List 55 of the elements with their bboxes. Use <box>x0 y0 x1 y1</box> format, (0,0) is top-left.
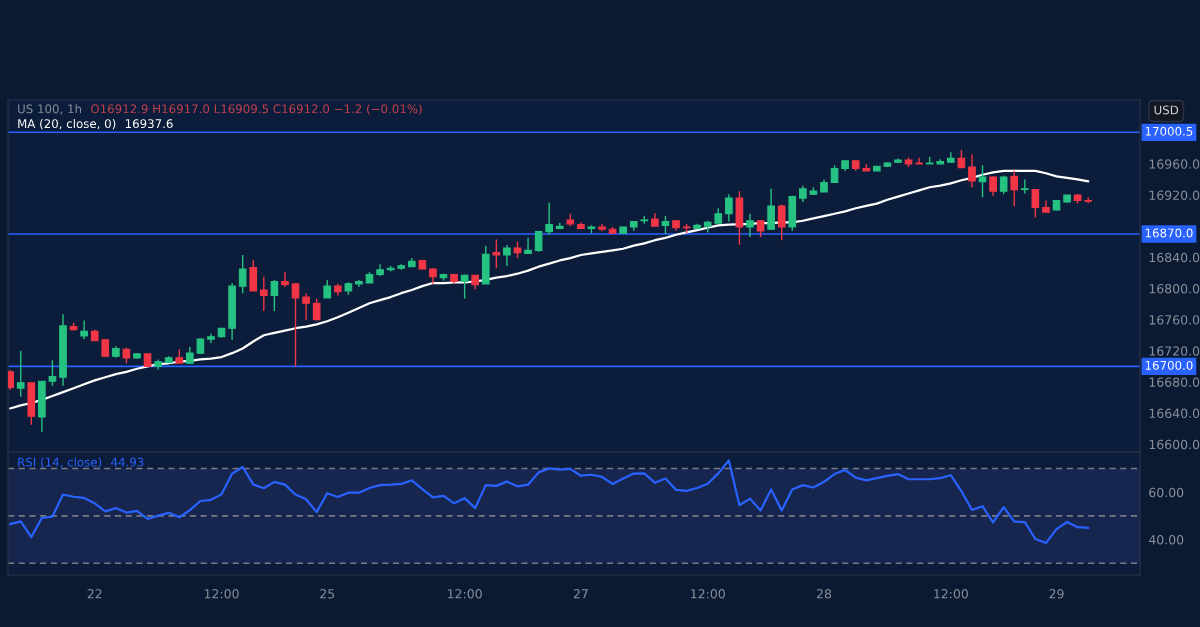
candlestick <box>16 350 25 398</box>
annotation: 44.93 <box>111 457 144 467</box>
candlestick <box>48 359 57 387</box>
candlestick <box>777 203 786 241</box>
y-tick-label: 16680.0 <box>1149 377 1200 387</box>
candlestick <box>270 279 279 312</box>
chart-title: US 100, 1h <box>18 104 82 115</box>
annotation: O16912.9 H16917.0 L16909.5 C16912.0 −1.2 (−0.01%) <box>91 104 422 115</box>
x-tick-label: 25 <box>320 589 335 599</box>
candlestick <box>249 258 258 292</box>
ref-line-label: 17000.5 <box>1145 126 1193 136</box>
y-tick-label: 16640.0 <box>1149 408 1200 419</box>
candlestick <box>503 244 511 267</box>
candlestick <box>460 273 469 300</box>
text: MA (20, close, 0) <box>18 118 116 130</box>
y-tick-label: 60.00 <box>1149 487 1184 498</box>
candlestick <box>238 254 247 294</box>
candlestick <box>545 202 554 236</box>
candlestick <box>291 283 300 368</box>
candlestick <box>767 188 775 231</box>
text: USD <box>1154 105 1179 115</box>
y-tick-label: 16760.0 <box>1149 315 1200 325</box>
candlestick <box>281 271 289 288</box>
x-tick-label: 29 <box>1049 589 1064 599</box>
y-tick-label: 16960.0 <box>1149 159 1200 169</box>
line-series <box>9 459 1090 545</box>
y-tick-label: 16600.0 <box>1149 439 1200 450</box>
x-tick-label: 12:00 <box>934 589 968 599</box>
candlestick <box>302 292 310 321</box>
ref-line-label: 16870.0 <box>1145 228 1193 238</box>
x-tick-label: 22 <box>87 589 102 599</box>
candlestick <box>524 237 532 255</box>
y-tick-label: 40.00 <box>1148 534 1184 545</box>
y-tick-label: 16920.0 <box>1149 190 1200 200</box>
y-tick-label: 16720.0 <box>1149 346 1200 356</box>
x-tick-label: 28 <box>816 589 832 599</box>
y-tick-label: 16840.0 <box>1149 252 1200 263</box>
x-tick-label: 12:00 <box>204 589 239 599</box>
y-tick-label: 16800.0 <box>1149 283 1200 294</box>
x-tick-label: 12:00 <box>691 589 725 599</box>
candlestick <box>725 193 733 223</box>
x-tick-label: 12:00 <box>447 589 482 599</box>
candlestick <box>968 153 976 188</box>
text: RSI (14, close) <box>18 457 102 468</box>
candlestick <box>80 319 88 340</box>
candlestick <box>492 238 501 269</box>
annotation: 16937.6 <box>125 119 173 129</box>
x-tick-label: 27 <box>573 589 588 599</box>
candlestick <box>989 175 997 197</box>
candlestick <box>1010 170 1019 207</box>
candlestick <box>1031 188 1040 219</box>
candlestick <box>259 276 268 312</box>
candlestick <box>746 213 754 238</box>
candlestick <box>978 164 987 199</box>
ref-line-label: 16700.0 <box>1145 360 1193 370</box>
